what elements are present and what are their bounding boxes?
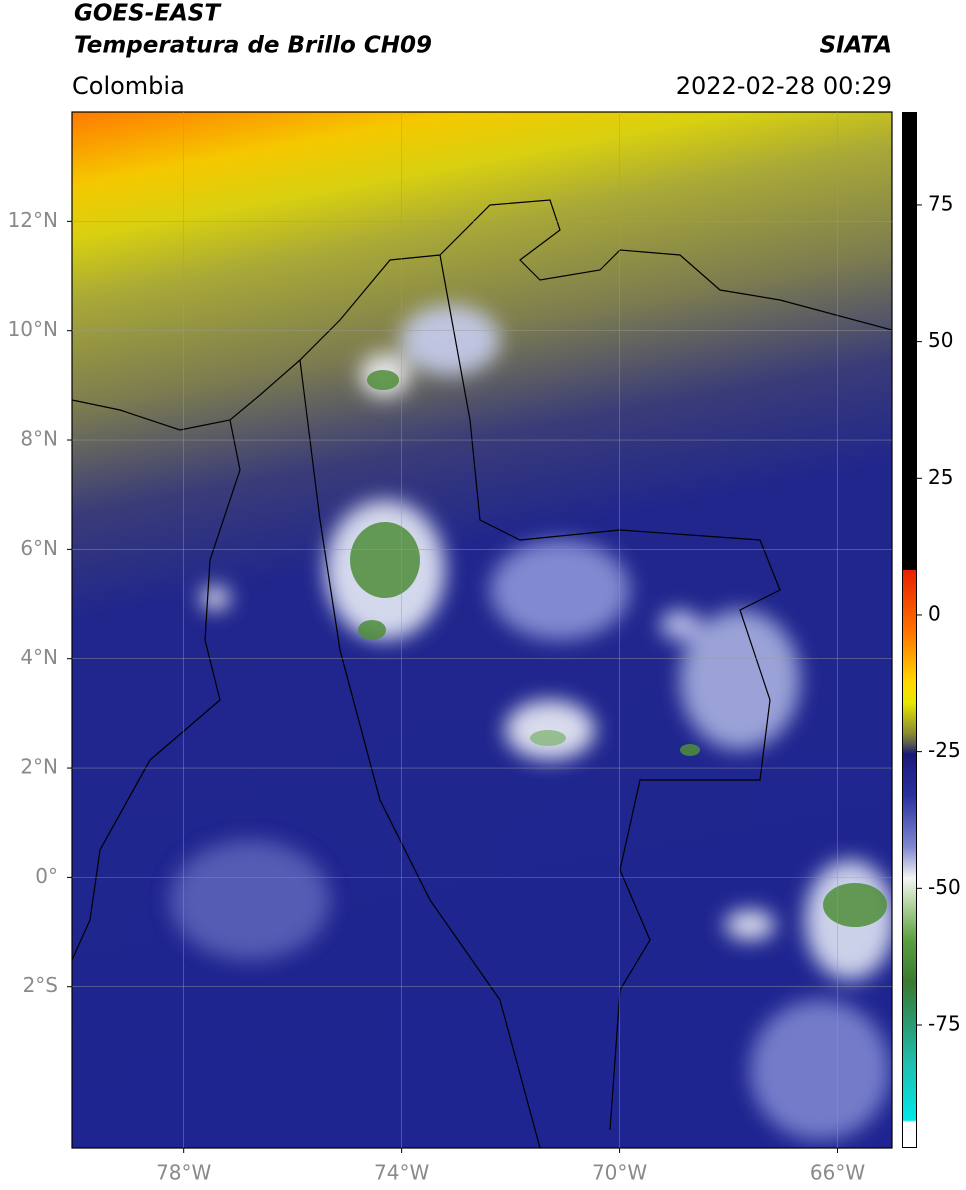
colorbar-tick-label: -25 xyxy=(928,738,961,762)
y-tick-label: 4°N xyxy=(20,645,58,669)
colorbar-tick-label: 50 xyxy=(928,328,953,352)
datetime: 2022-02-28 00:29 xyxy=(676,72,892,100)
colorbar xyxy=(902,112,917,1148)
y-tick-label: 2°S xyxy=(23,973,58,997)
source: SIATA xyxy=(820,33,892,59)
region: Colombia xyxy=(72,72,185,100)
colorbar-tick-label: 75 xyxy=(928,191,953,215)
x-tick-label: 74°W xyxy=(374,1161,429,1185)
colorbar-tick-label: 25 xyxy=(928,465,953,489)
x-tick-label: 66°W xyxy=(810,1161,865,1185)
y-tick-label: 6°N xyxy=(20,536,58,560)
subtitle: Temperatura de Brillo CH09 xyxy=(74,33,432,59)
title: GOES-EAST xyxy=(74,1,222,27)
y-tick-label: 10°N xyxy=(8,317,58,341)
x-tick-label: 70°W xyxy=(592,1161,647,1185)
y-tick-label: 12°N xyxy=(8,208,58,232)
y-tick-label: 2°N xyxy=(20,755,58,779)
colorbar-tick-label: -75 xyxy=(928,1011,961,1035)
y-tick-label: 8°N xyxy=(20,427,58,451)
x-tick-label: 78°W xyxy=(156,1161,211,1185)
map-frame xyxy=(71,111,893,1149)
colorbar-tick-label: 0 xyxy=(928,601,941,625)
map-image xyxy=(72,112,892,1148)
y-tick-label: 0° xyxy=(35,864,58,888)
colorbar-tick-label: -50 xyxy=(928,875,961,899)
